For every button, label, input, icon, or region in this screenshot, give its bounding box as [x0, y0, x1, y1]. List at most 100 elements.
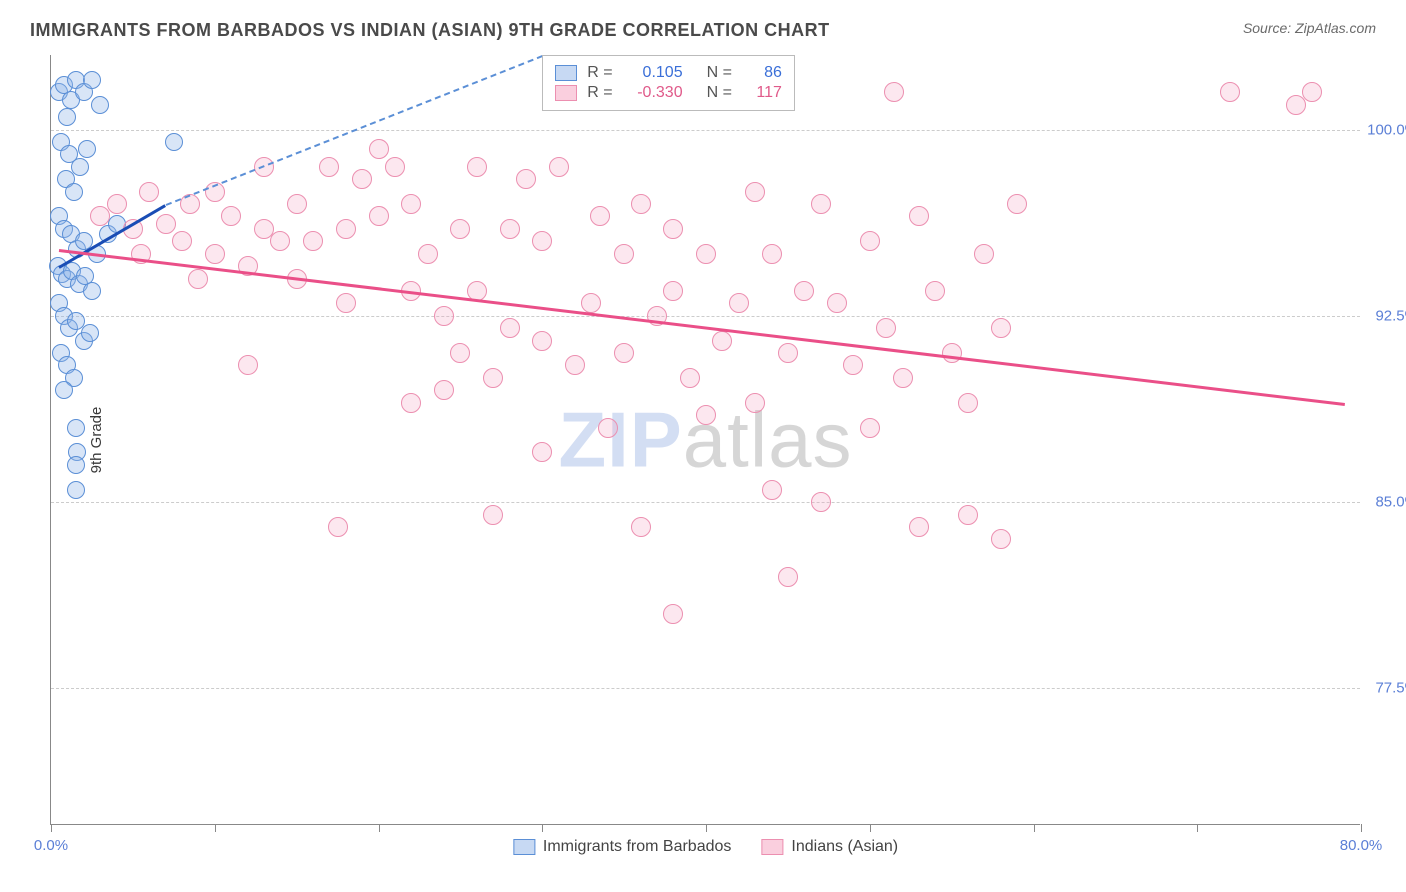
scatter-point [893, 368, 913, 388]
scatter-point [762, 480, 782, 500]
scatter-point [319, 157, 339, 177]
scatter-point [328, 517, 348, 537]
scatter-point [745, 182, 765, 202]
scatter-point [909, 206, 929, 226]
scatter-point [500, 318, 520, 338]
scatter-point [532, 231, 552, 251]
scatter-point [172, 231, 192, 251]
scatter-point [794, 281, 814, 301]
scatter-point [221, 206, 241, 226]
x-tick [1197, 824, 1198, 832]
scatter-point [71, 158, 89, 176]
gridline-h [51, 316, 1360, 317]
legend-r-label: R = [587, 84, 612, 102]
scatter-point [67, 456, 85, 474]
legend-series: Immigrants from Barbados Indians (Asian) [513, 838, 898, 856]
scatter-point [1302, 82, 1322, 102]
scatter-point [631, 517, 651, 537]
scatter-point [860, 231, 880, 251]
scatter-point [58, 108, 76, 126]
legend-swatch [761, 839, 783, 855]
x-tick [542, 824, 543, 832]
trend-line [59, 249, 1345, 406]
scatter-point [500, 219, 520, 239]
scatter-point [532, 331, 552, 351]
legend-stats: R =0.105N =86R =-0.330N =117 [542, 55, 795, 111]
legend-swatch [513, 839, 535, 855]
scatter-point [614, 244, 634, 264]
x-tick [706, 824, 707, 832]
scatter-point [843, 355, 863, 375]
scatter-point [434, 380, 454, 400]
scatter-point [876, 318, 896, 338]
legend-series-item: Indians (Asian) [761, 838, 898, 856]
legend-n-value: 117 [742, 84, 782, 102]
x-tick-label: 0.0% [34, 837, 68, 854]
scatter-point [532, 442, 552, 462]
scatter-point [811, 492, 831, 512]
scatter-point [663, 219, 683, 239]
scatter-point [156, 214, 176, 234]
scatter-point [614, 343, 634, 363]
scatter-point [81, 324, 99, 342]
watermark-zip: ZIP [558, 395, 682, 483]
scatter-point [107, 194, 127, 214]
scatter-point [590, 206, 610, 226]
scatter-point [65, 183, 83, 201]
gridline-h [51, 502, 1360, 503]
scatter-point [663, 281, 683, 301]
scatter-point [188, 269, 208, 289]
scatter-point [565, 355, 585, 375]
plot-area: 9th Grade ZIPatlas 77.5%85.0%92.5%100.0%… [50, 55, 1360, 825]
x-tick [1361, 824, 1362, 832]
scatter-point [942, 343, 962, 363]
legend-series-item: Immigrants from Barbados [513, 838, 732, 856]
y-tick-label: 100.0% [1367, 121, 1406, 138]
scatter-point [67, 419, 85, 437]
x-tick [1034, 824, 1035, 832]
scatter-point [369, 206, 389, 226]
legend-n-label: N = [707, 64, 732, 82]
scatter-point [974, 244, 994, 264]
scatter-point [483, 368, 503, 388]
legend-series-label: Immigrants from Barbados [543, 838, 732, 856]
scatter-point [336, 293, 356, 313]
scatter-point [483, 505, 503, 525]
scatter-point [67, 481, 85, 499]
scatter-point [83, 71, 101, 89]
gridline-h [51, 130, 1360, 131]
scatter-point [165, 133, 183, 151]
scatter-point [958, 505, 978, 525]
scatter-point [287, 194, 307, 214]
legend-swatch [555, 85, 577, 101]
legend-n-label: N = [707, 84, 732, 102]
scatter-point [712, 331, 732, 351]
legend-stats-row: R = -0.330 N = 117 [555, 84, 782, 102]
scatter-point [745, 393, 765, 413]
scatter-point [958, 393, 978, 413]
scatter-point [401, 194, 421, 214]
scatter-point [516, 169, 536, 189]
scatter-point [385, 157, 405, 177]
scatter-point [549, 157, 569, 177]
legend-r-label: R = [587, 64, 612, 82]
x-tick [215, 824, 216, 832]
source-attribution: Source: ZipAtlas.com [1243, 20, 1376, 36]
scatter-point [67, 312, 85, 330]
scatter-point [270, 231, 290, 251]
scatter-point [762, 244, 782, 264]
scatter-point [450, 219, 470, 239]
scatter-point [598, 418, 618, 438]
scatter-point [55, 381, 73, 399]
scatter-point [1007, 194, 1027, 214]
scatter-point [83, 282, 101, 300]
scatter-point [884, 82, 904, 102]
scatter-point [1220, 82, 1240, 102]
scatter-point [909, 517, 929, 537]
legend-r-value: -0.330 [623, 84, 683, 102]
scatter-point [925, 281, 945, 301]
scatter-point [729, 293, 749, 313]
scatter-point [991, 318, 1011, 338]
legend-stats-row: R =0.105N =86 [555, 64, 782, 82]
scatter-point [336, 219, 356, 239]
